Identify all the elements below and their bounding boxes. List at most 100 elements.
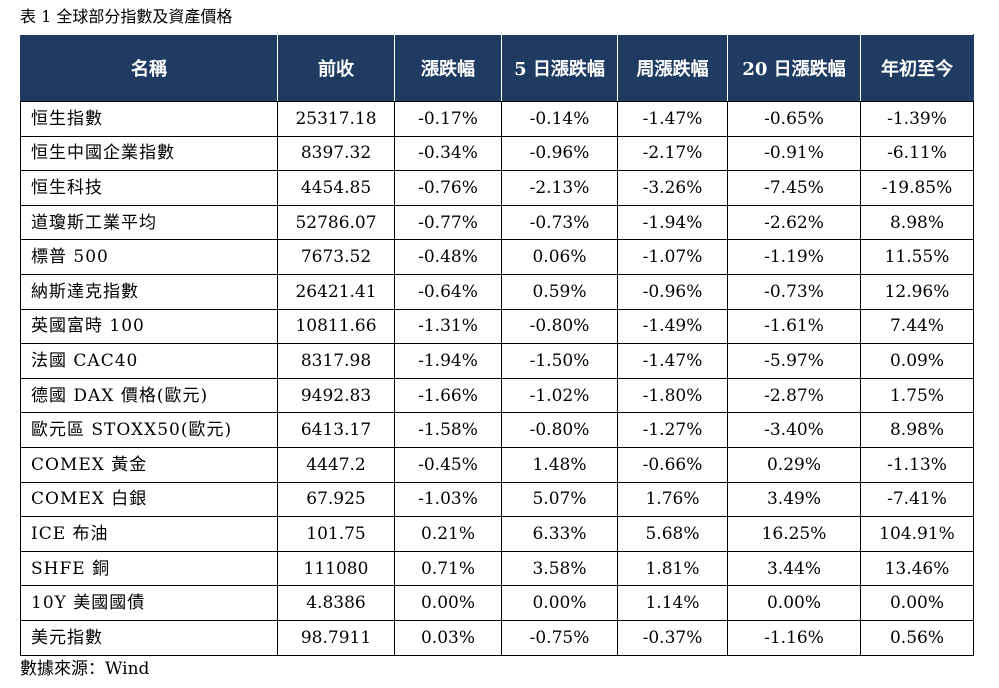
change-cell: 0.21%	[394, 516, 502, 552]
change-cell: -1.31%	[394, 308, 502, 345]
previous-close-cell: 8397.32	[277, 135, 395, 172]
previous-close-cell: 10811.66	[277, 308, 395, 345]
ytd-cell: 7.44%	[860, 308, 974, 345]
index-asset-price-table: 名稱 前收 漲跌幅 5 日漲跌幅 周漲跌幅 20 日漲跌幅 年初至今 恒生指數 2…	[20, 34, 974, 656]
change-20d-cell: -0.91%	[727, 135, 861, 172]
change-20d-cell: 3.49%	[727, 481, 861, 518]
change-week-cell: 1.81%	[617, 550, 728, 587]
name-cell: 英國富時 100	[20, 308, 278, 345]
change-cell: -0.76%	[394, 170, 502, 206]
table-row: 歐元區 STOXX50(歐元) 6413.17 -1.58% -0.80% -1.27%…	[20, 412, 974, 448]
header-row: 名稱 前收 漲跌幅 5 日漲跌幅 周漲跌幅 20 日漲跌幅 年初至今	[20, 34, 974, 102]
name-cell: 標普 500	[20, 239, 278, 275]
ytd-cell: -7.41%	[860, 481, 974, 518]
change-20d-cell: -7.45%	[727, 170, 861, 206]
column-header-ytd: 年初至今	[860, 34, 974, 102]
change-week-cell: -0.66%	[617, 446, 728, 483]
ytd-cell: 11.55%	[860, 239, 974, 275]
table-row: COMEX 黃金 4447.2 -0.45% 1.48% -0.66% 0.29% -1.1…	[20, 446, 974, 483]
change-5d-cell: 0.59%	[501, 273, 618, 310]
change-cell: -0.64%	[394, 273, 502, 310]
change-cell: -0.48%	[394, 239, 502, 275]
ytd-cell: -1.13%	[860, 446, 974, 483]
change-5d-cell: -0.96%	[501, 135, 618, 172]
name-cell: 10Y 美國國債	[20, 585, 278, 621]
name-cell: COMEX 白銀	[20, 481, 278, 518]
table-row: 恒生中國企業指數 8397.32 -0.34% -0.96% -2.17% -0.91% -…	[20, 135, 974, 172]
change-5d-cell: 0.00%	[501, 585, 618, 621]
change-week-cell: -1.80%	[617, 377, 728, 414]
previous-close-cell: 25317.18	[277, 101, 395, 137]
change-5d-cell: 0.06%	[501, 239, 618, 275]
change-20d-cell: -2.87%	[727, 377, 861, 414]
ytd-cell: 0.56%	[860, 619, 974, 656]
previous-close-cell: 4454.85	[277, 170, 395, 206]
change-20d-cell: -1.19%	[727, 239, 861, 275]
table-row: ICE 布油 101.75 0.21% 6.33% 5.68% 16.25% 104.91%	[20, 516, 974, 552]
change-5d-cell: -0.80%	[501, 308, 618, 345]
name-cell: 納斯達克指數	[20, 273, 278, 310]
name-cell: 法國 CAC40	[20, 343, 278, 379]
column-header-previous-close: 前收	[277, 34, 395, 102]
previous-close-cell: 4.8386	[277, 585, 395, 621]
change-week-cell: 5.68%	[617, 516, 728, 552]
table-row: SHFE 銅 111080 0.71% 3.58% 1.81% 3.44% 13.46%	[20, 550, 974, 587]
change-week-cell: -2.17%	[617, 135, 728, 172]
column-header-change: 漲跌幅	[394, 34, 502, 102]
change-20d-cell: -0.73%	[727, 273, 861, 310]
previous-close-cell: 7673.52	[277, 239, 395, 275]
table-row: 10Y 美國國債 4.8386 0.00% 0.00% 1.14% 0.00% 0.00%	[20, 585, 974, 621]
change-5d-cell: -2.13%	[501, 170, 618, 206]
change-week-cell: -1.07%	[617, 239, 728, 275]
ytd-cell: 8.98%	[860, 204, 974, 241]
ytd-cell: -6.11%	[860, 135, 974, 172]
change-20d-cell: -1.61%	[727, 308, 861, 345]
name-cell: 德國 DAX 價格(歐元)	[20, 377, 278, 414]
name-cell: ICE 布油	[20, 516, 278, 552]
column-header-week-change: 周漲跌幅	[617, 34, 728, 102]
change-20d-cell: -3.40%	[727, 412, 861, 448]
change-20d-cell: -1.16%	[727, 619, 861, 656]
change-week-cell: -0.96%	[617, 273, 728, 310]
ytd-cell: 8.98%	[860, 412, 974, 448]
change-5d-cell: 3.58%	[501, 550, 618, 587]
previous-close-cell: 8317.98	[277, 343, 395, 379]
change-cell: -0.34%	[394, 135, 502, 172]
ytd-cell: 104.91%	[860, 516, 974, 552]
change-week-cell: -1.27%	[617, 412, 728, 448]
change-5d-cell: -1.02%	[501, 377, 618, 414]
table-row: 美元指數 98.7911 0.03% -0.75% -0.37% -1.16% 0.56%	[20, 619, 974, 656]
change-cell: -1.94%	[394, 343, 502, 379]
ytd-cell: 0.09%	[860, 343, 974, 379]
column-header-name: 名稱	[20, 34, 278, 102]
table-row: 德國 DAX 價格(歐元) 9492.83 -1.66% -1.02% -1.80% -2…	[20, 377, 974, 414]
previous-close-cell: 26421.41	[277, 273, 395, 310]
previous-close-cell: 52786.07	[277, 204, 395, 241]
previous-close-cell: 111080	[277, 550, 395, 587]
ytd-cell: 13.46%	[860, 550, 974, 587]
previous-close-cell: 101.75	[277, 516, 395, 552]
change-week-cell: -1.47%	[617, 101, 728, 137]
ytd-cell: -1.39%	[860, 101, 974, 137]
previous-close-cell: 4447.2	[277, 446, 395, 483]
change-5d-cell: 1.48%	[501, 446, 618, 483]
column-header-20d-change: 20 日漲跌幅	[727, 34, 861, 102]
previous-close-cell: 6413.17	[277, 412, 395, 448]
change-20d-cell: -5.97%	[727, 343, 861, 379]
table-caption: 表 1 全球部分指數及資產價格	[20, 7, 233, 26]
change-week-cell: 1.14%	[617, 585, 728, 621]
change-cell: -0.77%	[394, 204, 502, 241]
change-cell: 0.00%	[394, 585, 502, 621]
change-5d-cell: -0.80%	[501, 412, 618, 448]
ytd-cell: 1.75%	[860, 377, 974, 414]
change-cell: 0.71%	[394, 550, 502, 587]
previous-close-cell: 67.925	[277, 481, 395, 518]
change-20d-cell: -2.62%	[727, 204, 861, 241]
change-5d-cell: -0.14%	[501, 101, 618, 137]
change-cell: -1.58%	[394, 412, 502, 448]
change-cell: 0.03%	[394, 619, 502, 656]
table-row: 恒生科技 4454.85 -0.76% -2.13% -3.26% -7.45% -19.8…	[20, 170, 974, 206]
name-cell: SHFE 銅	[20, 550, 278, 587]
name-cell: 恒生中國企業指數	[20, 135, 278, 172]
change-5d-cell: 5.07%	[501, 481, 618, 518]
